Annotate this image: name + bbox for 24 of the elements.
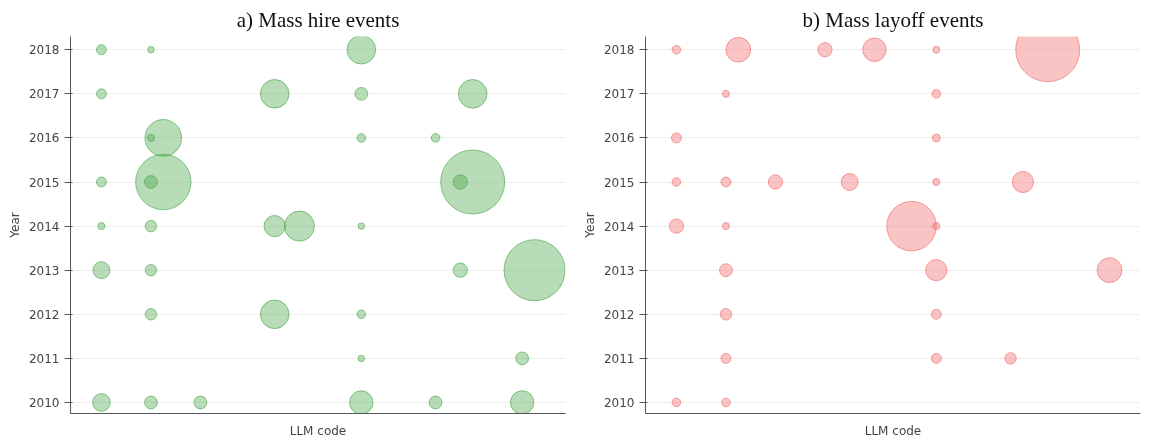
x-axis-title: LLM code	[289, 423, 347, 438]
y-tick-label: 2015	[28, 175, 60, 190]
y-tick-label: 2013	[28, 263, 60, 278]
y-tick-label: 2016	[28, 131, 60, 146]
y-tick-label: 2010	[603, 395, 635, 410]
y-tick-label: 2015	[603, 175, 635, 190]
y-tick-label: 2012	[603, 307, 635, 322]
y-tick-label: 2011	[28, 351, 60, 366]
chart-title: a) Mass hire events	[236, 7, 400, 32]
y-tick-label: 2014	[603, 219, 635, 234]
y-tick-label: 2016	[603, 131, 635, 146]
y-tick-label: 2017	[603, 87, 635, 102]
y-axis-title: Year	[582, 212, 597, 239]
y-tick-label: 2012	[28, 307, 60, 322]
chart-title: b) Mass layoff events	[802, 7, 984, 32]
y-tick-label: 2011	[603, 351, 635, 366]
y-axis-title: Year	[7, 212, 22, 239]
x-axis-title: LLM code	[864, 423, 922, 438]
y-tick-label: 2013	[603, 263, 635, 278]
y-tick-label: 2018	[28, 43, 60, 58]
y-tick-label: 2014	[28, 219, 60, 234]
y-tick-label: 2018	[603, 43, 635, 58]
y-tick-label: 2010	[28, 395, 60, 410]
y-tick-label: 2017	[28, 87, 60, 102]
